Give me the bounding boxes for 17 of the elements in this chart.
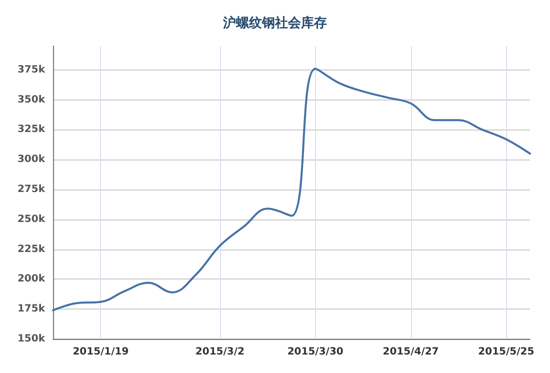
x-tick-label: 2015/3/30 bbox=[287, 346, 344, 358]
chart-title: 沪螺纹钢社会库存 bbox=[222, 15, 327, 31]
y-tick-label: 275k bbox=[17, 184, 46, 196]
x-tick-label: 2015/3/2 bbox=[195, 346, 245, 358]
y-tick-label: 150k bbox=[17, 334, 46, 344]
y-tick-label: 325k bbox=[17, 124, 46, 136]
y-tick-label: 250k bbox=[17, 214, 46, 225]
y-tick-label: 300k bbox=[17, 154, 46, 166]
y-tick-label: 350k bbox=[17, 94, 46, 106]
y-tick-label: 375k bbox=[17, 64, 46, 76]
x-tick-label: 2015/5/25 bbox=[478, 346, 534, 358]
x-tick-label: 2015/4/27 bbox=[382, 346, 439, 358]
y-tick-label: 175k bbox=[17, 304, 46, 315]
y-tick-label: 225k bbox=[17, 244, 46, 255]
y-tick-label: 200k bbox=[17, 274, 46, 285]
x-tick-label: 2015/1/19 bbox=[72, 346, 129, 358]
line-series bbox=[52, 68, 531, 312]
